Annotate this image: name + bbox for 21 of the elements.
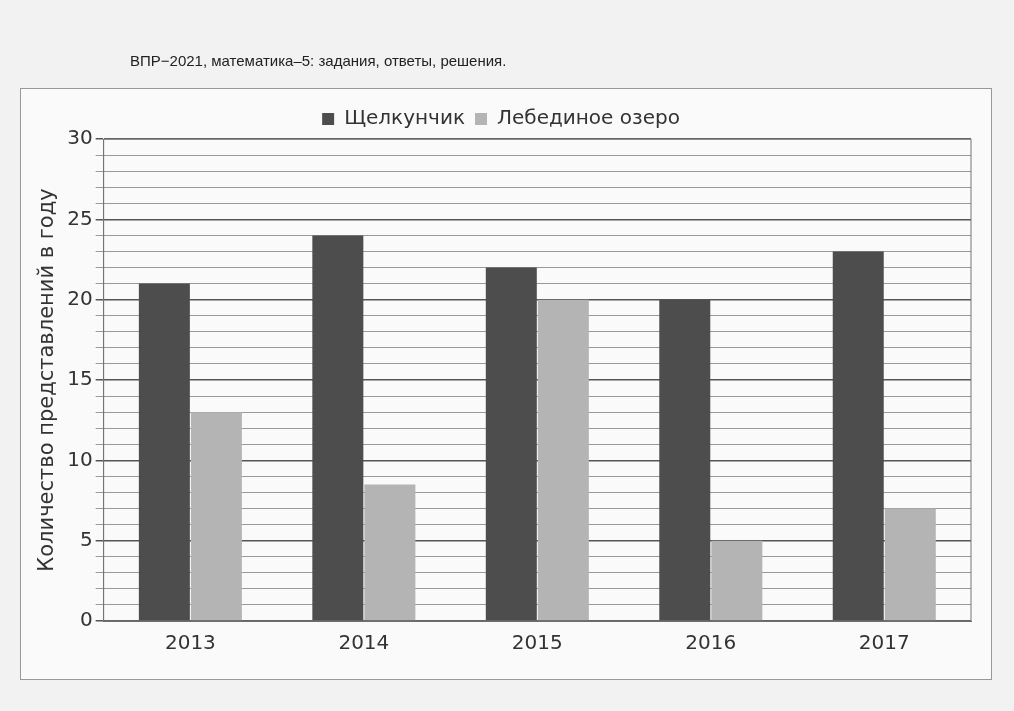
bar (364, 484, 416, 621)
bar (537, 299, 589, 621)
legend-label: Щелкунчик (344, 105, 465, 130)
bar (711, 540, 763, 621)
x-tick-label: 2017 (858, 630, 910, 655)
y-tick-label: 30 (67, 125, 93, 150)
x-tick-label: 2013 (164, 630, 216, 655)
x-tick-label: 2015 (511, 630, 563, 655)
bar (884, 508, 936, 621)
legend-label: Лебединое озеро (496, 105, 680, 130)
x-tick-label: 2016 (685, 630, 737, 655)
y-tick-label: 0 (79, 607, 93, 632)
y-tick-label: 25 (67, 205, 93, 230)
y-tick-label: 10 (67, 446, 93, 471)
chart-title: ВПР−2021, математика–5: задания, ответы, решения. (130, 52, 507, 69)
bar (190, 412, 242, 621)
x-tick-label: 2014 (338, 630, 390, 655)
y-tick-label: 20 (67, 285, 93, 310)
y-tick-label: 15 (67, 366, 93, 391)
y-tick-label: 5 (79, 526, 93, 551)
y-axis-title: Количество представлений в году (34, 188, 59, 572)
